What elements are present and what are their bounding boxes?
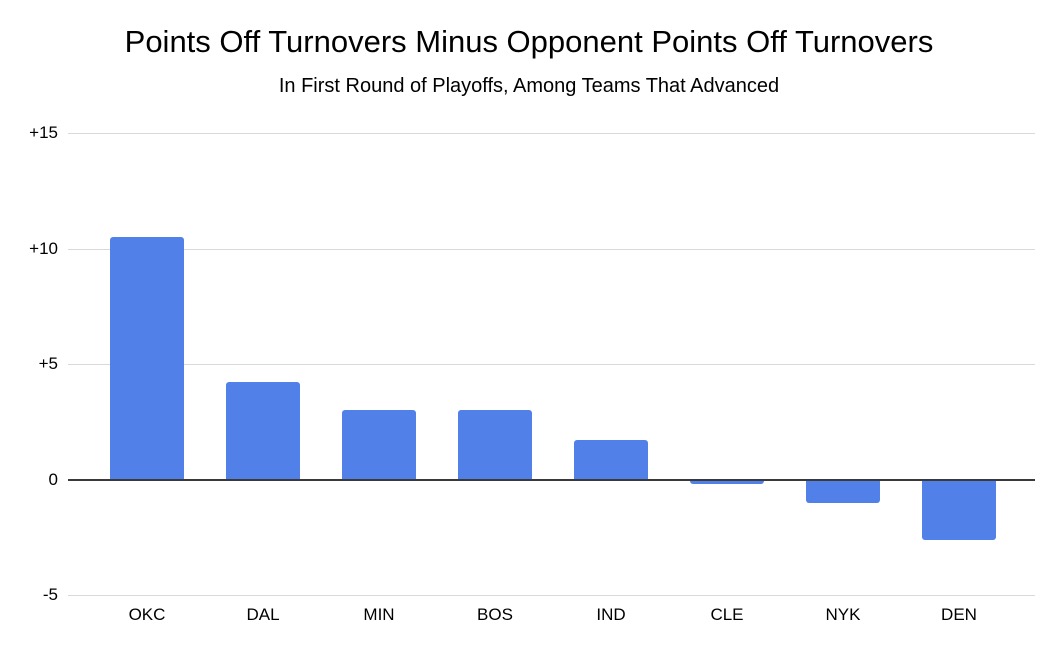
plot-area (68, 133, 1035, 596)
bar-okc (110, 236, 184, 480)
bar-slot (901, 133, 1017, 595)
chart-title: Points Off Turnovers Minus Opponent Poin… (124, 24, 934, 59)
y-tick-label: +10 (29, 238, 58, 258)
bar-den (922, 479, 996, 540)
y-tick-label: +15 (29, 123, 58, 142)
bar-cle (690, 479, 764, 485)
x-tick-label-okc: OKC (128, 605, 166, 624)
bars-container (89, 133, 1017, 595)
x-tick-label-den: DEN (941, 605, 977, 624)
bar-slot (785, 133, 901, 595)
y-tick-label: +5 (38, 354, 58, 373)
bar-ind (574, 440, 648, 480)
bar-nyk (806, 479, 880, 503)
bar-min (342, 410, 416, 480)
y-axis: +15 +10 +5 0 -5 (0, 123, 58, 604)
gridline (68, 595, 1035, 596)
gridline (68, 249, 1035, 250)
bar-slot (89, 133, 205, 595)
x-tick-label-nyk: NYK (825, 605, 861, 624)
zero-line (68, 478, 1035, 481)
x-tick-label-cle: CLE (710, 605, 744, 624)
bar-bos (458, 410, 532, 480)
bar-slot (321, 133, 437, 595)
gridline (68, 133, 1035, 134)
bar-slot (553, 133, 669, 595)
bar-dal (226, 382, 300, 480)
gridline (68, 364, 1035, 365)
y-tick-label: -5 (42, 585, 58, 604)
x-tick-label-min: MIN (363, 605, 395, 624)
y-tick-label: 0 (48, 469, 58, 489)
x-tick-label-dal: DAL (246, 605, 280, 624)
chart-subtitle: In First Round of Playoffs, Among Teams … (278, 75, 780, 97)
x-axis: OKC DAL MIN BOS IND CLE NYK DEN (89, 604, 1017, 626)
x-tick-label-ind: IND (596, 605, 626, 624)
bar-slot (205, 133, 321, 595)
x-tick-label-bos: BOS (477, 605, 513, 624)
bar-slot (669, 133, 785, 595)
bar-slot (437, 133, 553, 595)
